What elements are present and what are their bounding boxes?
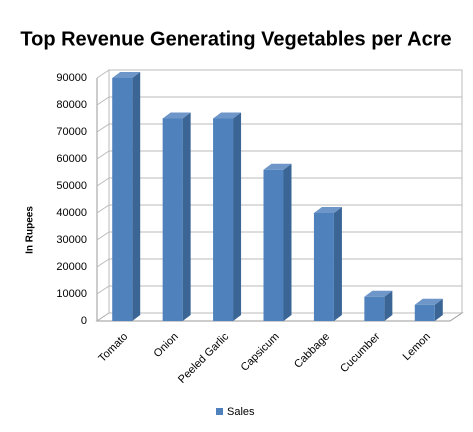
bar [112,72,141,321]
bar-front [263,169,284,321]
bar-side [182,112,191,321]
bar-side [384,290,393,321]
chart-title: Top Revenue Generating Vegetables per Ac… [20,28,451,50]
bar-side [434,298,443,321]
bar [213,112,242,321]
grid-line [96,150,462,160]
bar-side [233,112,242,321]
bar-side [283,163,292,321]
grid-line [96,96,462,106]
bar-side [132,72,141,321]
x-tick-label: Cabbage [292,331,332,371]
bar-front [313,213,334,321]
bar-top [162,112,191,119]
grid-line [96,204,462,214]
bar-top [364,290,393,297]
x-tick-label: Capsicum [239,331,282,374]
x-tick-label: Tomato [96,331,130,365]
y-tick-label: 70000 [56,126,87,138]
bar-front [414,304,435,321]
y-tick-label: 30000 [56,234,87,246]
bar-side [333,207,342,321]
bar-top [112,72,141,78]
x-tick-label: Cucumber [338,330,383,375]
y-tick-label: 0 [81,315,87,327]
bar [263,163,292,321]
bar-top [414,298,443,305]
bar [364,290,393,321]
grid-line [96,285,462,295]
bar [162,112,191,321]
grid-line [96,231,462,241]
y-axis-label: In Rupees [25,206,36,254]
grid-line [96,258,462,268]
y-tick-label: 60000 [56,153,87,165]
bar [313,207,342,321]
y-tick-label: 80000 [56,99,87,111]
y-tick-label: 20000 [56,261,87,273]
y-tick-label: 10000 [56,288,87,300]
x-tick-label: Lemon [401,331,433,363]
legend-label: Sales [227,406,255,418]
bar-top [313,207,342,213]
bar-front [162,118,183,321]
bar-front [112,78,133,321]
bar-front [213,118,234,321]
bar-top [263,163,292,170]
y-tick-label: 50000 [56,180,87,192]
bar [414,298,443,321]
bar-front [364,296,385,321]
y-tick-label: 90000 [56,72,87,84]
grid-line [96,177,462,187]
grid-line [96,312,462,322]
x-tick-label: Peeled Garlic [176,330,232,386]
legend-swatch [216,408,223,415]
bar-top [213,112,242,119]
grid-line [96,123,462,133]
y-tick-label: 40000 [56,207,87,219]
grid-line [96,69,462,79]
x-tick-label: Onion [152,331,181,360]
